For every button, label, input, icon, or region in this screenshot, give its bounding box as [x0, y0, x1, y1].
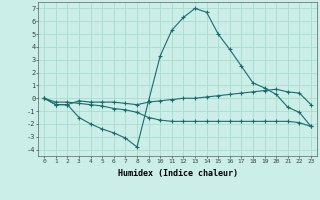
X-axis label: Humidex (Indice chaleur): Humidex (Indice chaleur) [118, 169, 238, 178]
